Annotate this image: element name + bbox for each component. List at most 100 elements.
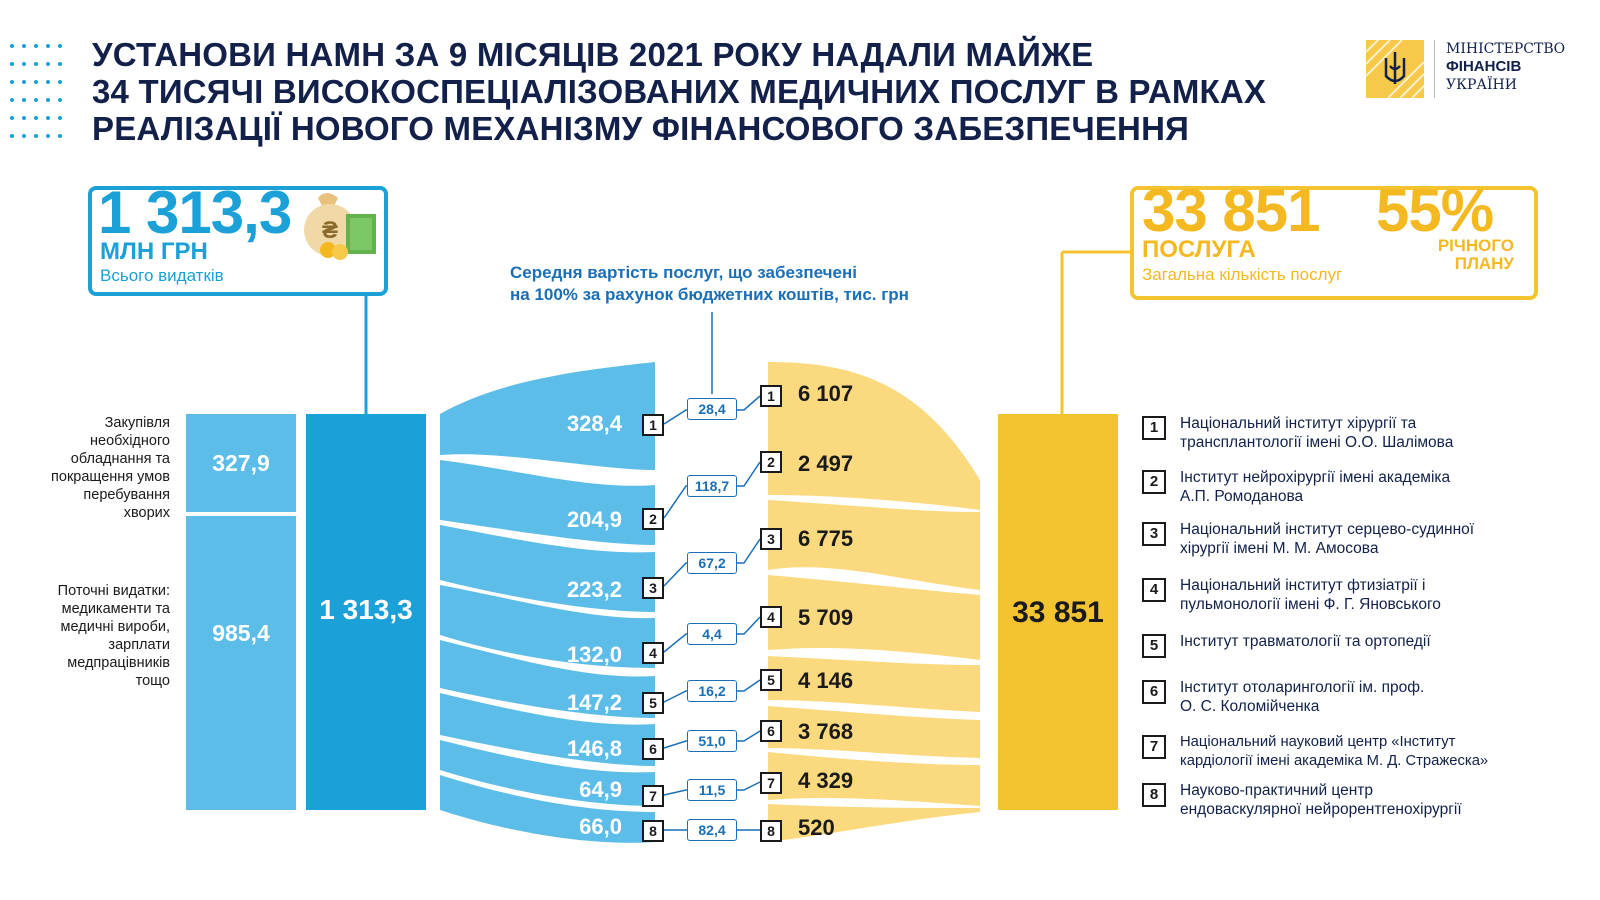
flow-yellow-7 <box>768 752 980 806</box>
total-expenses-caption: Всього видатків <box>100 266 224 285</box>
left-number-6: 6 <box>642 738 664 760</box>
legend-item-6: 6 Інститут отоларингології ім. проф. О. … <box>1142 678 1592 718</box>
services-value-1: 6 107 <box>798 381 854 406</box>
right-number-3: 3 <box>760 528 782 550</box>
logo-line-2: ФІНАНСІВ <box>1446 58 1522 75</box>
cost-value-8: 66,0 <box>579 814 622 839</box>
legend-label-7: Національний науковий центр «Інститут ка… <box>1180 734 1489 769</box>
flow-blue-4 <box>440 585 655 668</box>
avg-cost-7: 11,5 <box>687 779 737 801</box>
cost-value-1: 328,4 <box>566 411 622 436</box>
legend-number-5: 5 <box>1142 634 1166 658</box>
cost-value-5: 147,2 <box>566 690 622 715</box>
legend-label-2: Інститут нейрохірургії імені академіка А… <box>1180 469 1451 505</box>
total-services-caption: Загальна кількість послуг <box>1142 265 1343 284</box>
current-expenses-label: Поточні видатки: медикаменти та медичні … <box>57 583 170 689</box>
total-services-value: 33 851 <box>1142 177 1321 244</box>
cost-value-4: 132,0 <box>566 642 622 667</box>
services-value-6: 3 768 <box>798 719 854 744</box>
legend-label-6: Інститут отоларингології ім. проф. О. С.… <box>1180 679 1425 715</box>
flow-blue-6 <box>440 693 655 766</box>
legend-number-8: 8 <box>1142 783 1166 807</box>
logo-divider <box>1434 40 1435 98</box>
right-number-4: 4 <box>760 606 782 628</box>
legend-number-1: 1 <box>1142 416 1166 440</box>
avg-cost-1: 28,4 <box>687 398 737 420</box>
total-services-unit: ПОСЛУГА <box>1142 236 1256 263</box>
legend-item-3: 3 Національний інститут серцево-судинної… <box>1142 520 1592 560</box>
right-number-2: 2 <box>760 451 782 473</box>
right-number-7: 7 <box>760 772 782 794</box>
left-number-7: 7 <box>642 785 664 807</box>
legend-number-6: 6 <box>1142 680 1166 704</box>
flow-blue-3 <box>440 525 655 612</box>
total-expenses-bar-value: 1 313,3 <box>319 594 413 625</box>
total-expenses-value: 1 313,3 <box>98 179 292 246</box>
flow-yellow-4 <box>768 575 980 660</box>
equipment-label: Закупівля необхідного обладнання та покр… <box>51 415 170 521</box>
left-number-3: 3 <box>642 577 664 599</box>
services-value-8: 520 <box>798 815 835 840</box>
services-value-4: 5 709 <box>798 605 854 630</box>
legend-item-7: 7 Національний науковий центр «Інститут … <box>1142 733 1592 773</box>
right-number-6: 6 <box>760 720 782 742</box>
legend-number-3: 3 <box>1142 522 1166 546</box>
legend-number-2: 2 <box>1142 470 1166 494</box>
left-number-2: 2 <box>642 508 664 530</box>
legend-item-1: 1 Національний інститут хірургії та тран… <box>1142 414 1592 454</box>
flow-yellow-5 <box>768 656 980 712</box>
cost-value-6: 146,8 <box>566 736 622 761</box>
current-expenses-value: 985,4 <box>212 620 270 646</box>
legend-number-7: 7 <box>1142 735 1166 759</box>
legend-item-8: 8 Науково-практичний центр ендоваскулярн… <box>1142 781 1592 821</box>
avg-cost-8: 82,4 <box>687 819 737 841</box>
decorative-dots <box>10 44 62 138</box>
total-services-box <box>1130 186 1538 300</box>
total-services-bar <box>998 414 1118 810</box>
legend-label-1: Національний інститут хірургії та трансп… <box>1180 415 1454 451</box>
cost-value-7: 64,9 <box>579 777 622 802</box>
flow-yellow-2 <box>768 440 980 510</box>
money-bag-icon: ₴ <box>304 193 376 260</box>
ministry-logo-text: МІНІСТЕРСТВО ФІНАНСІВ УКРАЇНИ <box>1446 40 1565 94</box>
cost-value-3: 223,2 <box>566 577 622 602</box>
right-number-1: 1 <box>760 385 782 407</box>
legend-label-3: Національний інститут серцево-судинної х… <box>1180 521 1475 557</box>
legend-label-5: Інститут травматології та ортопедії <box>1180 633 1431 650</box>
logo-line-1: МІНІСТЕРСТВО <box>1446 41 1566 57</box>
right-number-8: 8 <box>760 820 782 842</box>
services-value-3: 6 775 <box>798 526 854 551</box>
total-expenses-bar <box>306 414 426 810</box>
flow-yellow-6 <box>768 706 980 758</box>
legend-item-4: 4 Національний інститут фтизіатрії і пул… <box>1142 576 1592 616</box>
logo-line-3: УКРАЇНИ <box>1446 77 1517 93</box>
left-number-5: 5 <box>642 692 664 714</box>
average-cost-label: Середня вартість послуг, що забезпечені … <box>510 263 909 304</box>
flow-blue-1 <box>440 362 655 470</box>
flow-yellow-3 <box>768 500 980 590</box>
cost-value-2: 204,9 <box>566 507 622 532</box>
annual-plan-caption: РІЧНОГО ПЛАНУ <box>1437 236 1514 273</box>
legend-item-5: 5 Інститут травматології та ортопедії <box>1142 632 1592 672</box>
left-number-8: 8 <box>642 820 664 842</box>
legend-label-8: Науково-практичний центр ендоваскулярної… <box>1180 782 1462 818</box>
flow-yellow-8 <box>768 804 980 842</box>
equipment-bar <box>186 414 296 512</box>
svg-text:₴: ₴ <box>322 217 338 244</box>
avg-cost-4: 4,4 <box>687 623 737 645</box>
services-value-5: 4 146 <box>798 668 854 693</box>
flow-blue-8 <box>440 775 655 843</box>
flow-blue-2 <box>440 460 655 545</box>
left-number-4: 4 <box>642 642 664 664</box>
right-number-5: 5 <box>760 669 782 691</box>
services-value-7: 4 329 <box>798 768 854 793</box>
page-title: УСТАНОВИ НАМН ЗА 9 МІСЯЦІВ 2021 РОКУ НАД… <box>92 36 1267 147</box>
legend-item-2: 2 Інститут нейрохірургії імені академіка… <box>1142 468 1592 508</box>
annual-plan-percent: 55% <box>1376 177 1494 244</box>
legend-number-4: 4 <box>1142 578 1166 602</box>
total-services-bar-value: 33 851 <box>1012 596 1104 629</box>
avg-cost-6: 51,0 <box>687 730 737 752</box>
total-expenses-unit: МЛН ГРН <box>100 238 208 265</box>
avg-cost-5: 16,2 <box>687 680 737 702</box>
